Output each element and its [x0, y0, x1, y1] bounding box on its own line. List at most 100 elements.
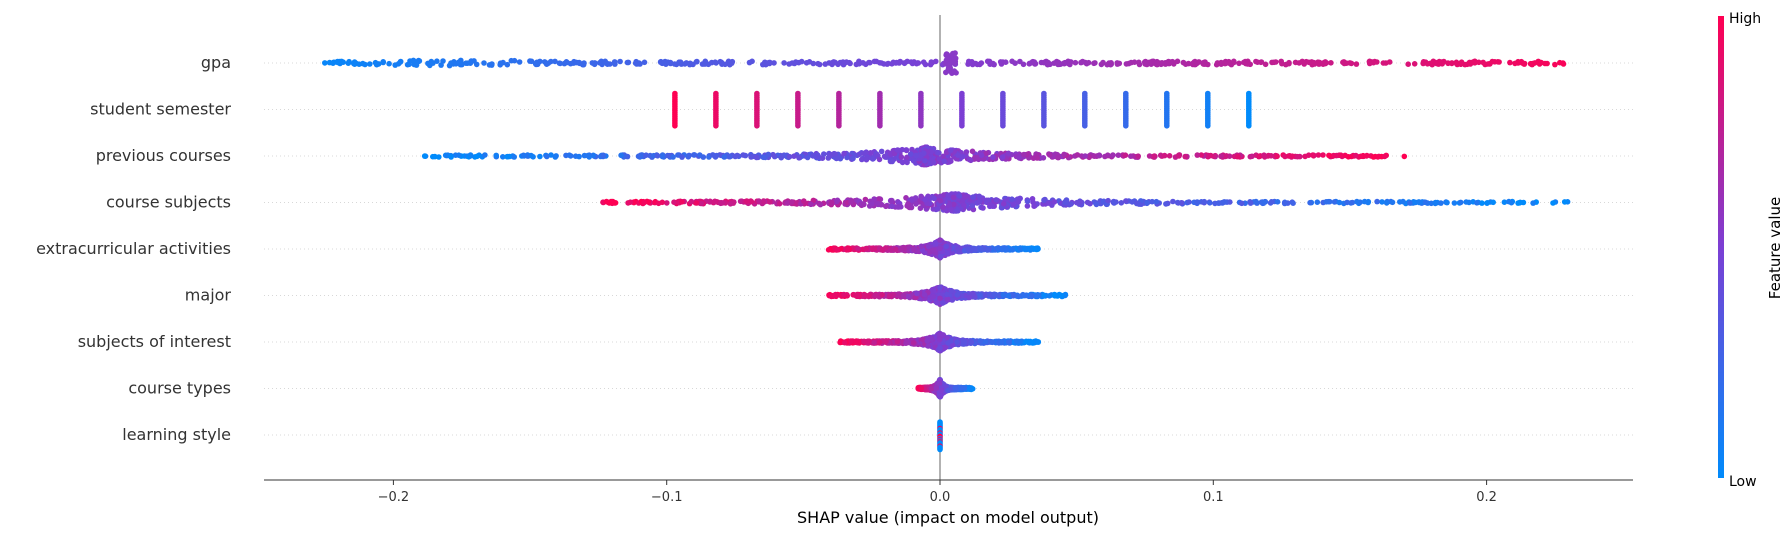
shap-point — [922, 196, 928, 203]
shap-point — [710, 152, 716, 158]
shap-point — [1274, 199, 1281, 205]
shap-point — [1268, 153, 1274, 159]
shap-point — [1530, 200, 1536, 206]
shap-point — [511, 154, 517, 160]
shap-point — [848, 338, 854, 344]
shap-point — [1470, 59, 1477, 66]
shap-point — [611, 59, 618, 65]
shap-point — [732, 153, 739, 160]
shap-point — [930, 293, 937, 300]
shap-point — [786, 61, 792, 67]
shap-point — [921, 150, 927, 157]
shap-point — [661, 60, 667, 66]
shap-point — [1222, 60, 1228, 67]
shap-point — [655, 200, 662, 207]
shap-point — [1323, 199, 1329, 205]
shap-point — [922, 158, 928, 164]
shap-point — [983, 150, 989, 157]
shap-point — [448, 153, 454, 160]
shap-point — [843, 59, 850, 65]
shap-point — [686, 152, 692, 159]
shap-point — [1445, 60, 1451, 67]
shap-point — [836, 123, 842, 129]
shap-point — [641, 199, 647, 206]
shap-point — [1111, 200, 1117, 206]
shap-point — [1153, 198, 1160, 205]
shap-point — [1200, 59, 1207, 66]
shap-point — [1389, 199, 1396, 206]
shap-point — [997, 59, 1004, 65]
shap-point — [1484, 200, 1491, 206]
shap-point — [871, 340, 877, 346]
shap-point — [1146, 153, 1153, 159]
shap-point — [893, 60, 899, 66]
shap-point — [721, 154, 727, 160]
shap-point — [1182, 153, 1188, 160]
shap-point — [667, 60, 674, 67]
shap-point — [1020, 292, 1026, 298]
shap-point — [1432, 59, 1439, 66]
shap-point — [1457, 199, 1464, 206]
shap-point — [1041, 59, 1047, 66]
shap-point — [468, 153, 474, 159]
shap-point — [876, 339, 883, 345]
shap-point — [967, 59, 973, 66]
shap-point — [905, 293, 911, 300]
shap-point — [679, 154, 685, 160]
shap-point — [1192, 61, 1198, 68]
shap-point — [1174, 58, 1181, 65]
shap-point — [573, 59, 580, 66]
shap-point — [848, 199, 854, 205]
shap-point — [1005, 150, 1012, 157]
shap-point — [1164, 123, 1170, 129]
shap-point — [1422, 199, 1429, 206]
shap-point — [1068, 201, 1074, 207]
shap-point — [1033, 292, 1040, 299]
shap-point — [946, 157, 953, 163]
shap-point — [672, 123, 678, 129]
shap-point — [904, 58, 911, 65]
shap-point — [1128, 153, 1134, 159]
shap-point — [1114, 61, 1121, 67]
shap-point — [1495, 59, 1501, 65]
shap-point — [713, 123, 719, 129]
shap-point — [1274, 153, 1280, 160]
shap-point — [636, 153, 643, 159]
shap-point — [950, 194, 957, 201]
shap-point — [643, 152, 649, 158]
shap-point — [933, 58, 939, 65]
shap-point — [1077, 199, 1084, 205]
shap-point — [1105, 197, 1111, 204]
shap-point — [544, 153, 550, 160]
shap-point — [1030, 199, 1036, 206]
shap-point — [602, 58, 608, 65]
shap-point — [1163, 201, 1169, 207]
shap-point — [1082, 153, 1088, 159]
shap-point — [978, 246, 985, 252]
shap-point — [1516, 200, 1523, 206]
shap-point — [873, 292, 879, 299]
shap-point — [712, 59, 718, 65]
shap-point — [881, 61, 887, 67]
shap-point — [930, 247, 937, 253]
shap-point — [946, 202, 953, 208]
shap-point — [956, 193, 963, 199]
shap-point — [1283, 61, 1289, 68]
shap-point — [334, 58, 341, 65]
shap-point — [748, 198, 754, 204]
shap-point — [949, 59, 955, 65]
shap-point — [380, 59, 387, 66]
shap-point — [1231, 58, 1237, 65]
shap-point — [737, 198, 744, 205]
shap-point — [789, 199, 795, 205]
shap-point — [1002, 59, 1009, 65]
shap-point — [1529, 61, 1535, 68]
shap-point — [413, 62, 420, 68]
shap-point — [834, 246, 840, 253]
shap-point — [1253, 198, 1259, 205]
shap-point — [673, 61, 680, 68]
shap-point — [862, 292, 869, 299]
shap-point — [1026, 60, 1033, 67]
shap-point — [670, 154, 676, 160]
shap-point — [1507, 59, 1513, 66]
